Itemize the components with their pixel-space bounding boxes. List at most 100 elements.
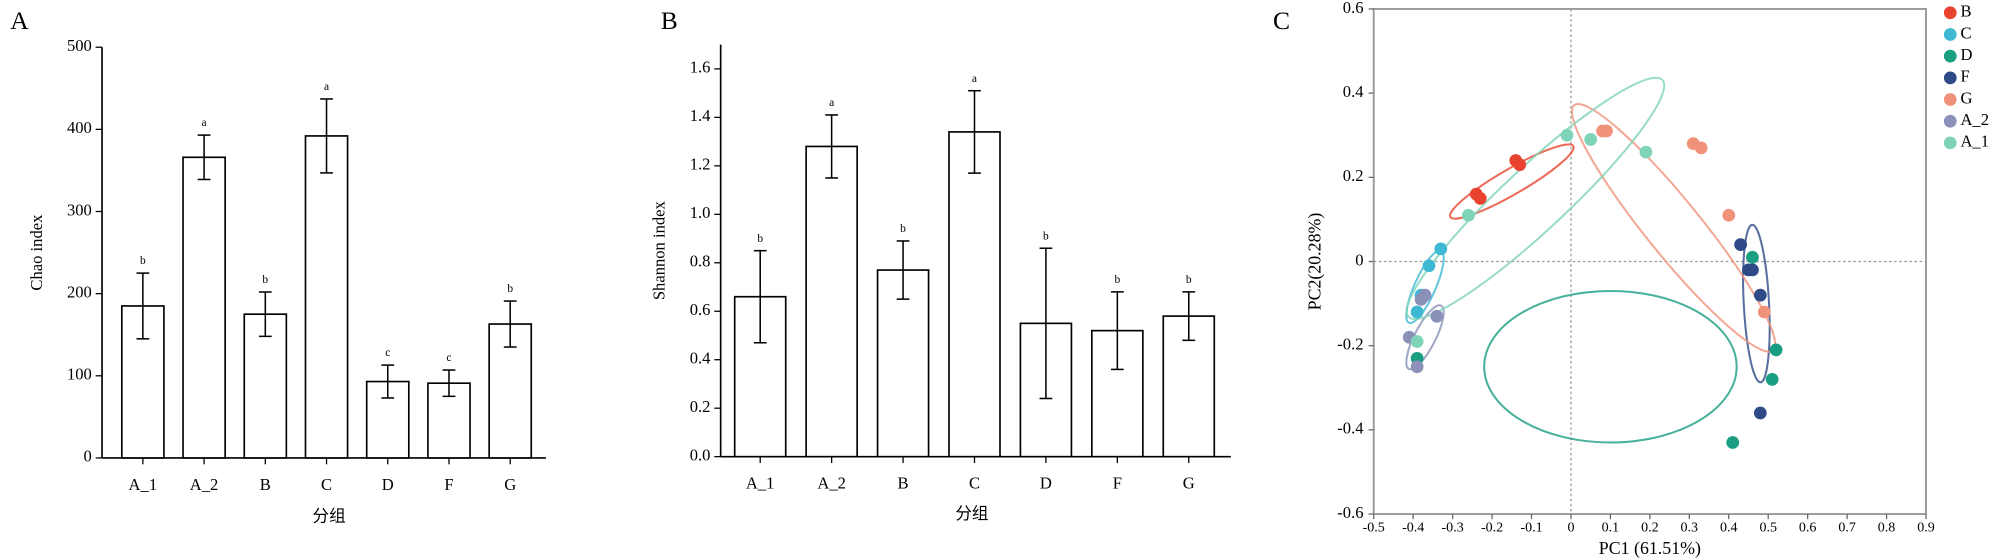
x-tick-label: 0.2 — [1641, 519, 1659, 535]
legend-label: D — [1960, 45, 1972, 64]
point — [1742, 263, 1755, 277]
significance-letter: a — [972, 73, 977, 85]
x-tick-label: F — [1113, 474, 1122, 493]
point — [1560, 128, 1574, 142]
legend-marker — [1943, 93, 1957, 106]
legend-marker — [1943, 71, 1957, 85]
legend-label: F — [1960, 67, 1969, 86]
x-tick-label: A_1 — [129, 475, 158, 494]
point — [1769, 343, 1783, 357]
y-tick-label: -0.2 — [1337, 335, 1363, 354]
x-axis-label: 分组 — [955, 504, 988, 523]
point — [1469, 187, 1483, 201]
significance-letter: b — [1114, 274, 1120, 286]
x-tick-label: -0.4 — [1402, 519, 1424, 535]
x-tick-label: 0.5 — [1759, 519, 1777, 535]
x-tick-label: F — [444, 475, 453, 494]
legend-marker — [1943, 114, 1957, 128]
legend-marker — [1943, 136, 1957, 150]
panel-label: A — [10, 6, 29, 35]
y-tick-label: 0.0 — [690, 445, 711, 464]
y-tick-label: 0.6 — [690, 300, 711, 319]
bar — [182, 156, 226, 459]
significance-letter: b — [757, 233, 763, 245]
legend-marker — [1943, 49, 1957, 63]
x-tick-label: A_2 — [817, 474, 846, 493]
x-tick-label: 0.6 — [1799, 519, 1817, 535]
x-tick-label: C — [969, 474, 980, 493]
point — [1757, 305, 1771, 319]
point — [1584, 133, 1598, 146]
legend-marker — [1943, 28, 1957, 41]
point — [1765, 372, 1779, 386]
y-axis-label: Shannon index — [650, 200, 669, 300]
x-tick-label: -0.3 — [1442, 519, 1464, 535]
y-tick-label: 400 — [67, 118, 92, 137]
legend-label: A_2 — [1960, 110, 1989, 129]
x-tick-label: 0.9 — [1917, 519, 1935, 535]
x-tick-label: A_2 — [190, 475, 219, 494]
point — [1596, 124, 1609, 138]
point — [1462, 208, 1475, 222]
point — [1434, 242, 1448, 256]
y-tick-label: 1.0 — [690, 203, 711, 222]
legend-label: C — [1960, 23, 1971, 42]
x-tick-label: -0.2 — [1481, 519, 1503, 535]
point — [1753, 288, 1767, 302]
bar — [805, 145, 858, 458]
y-tick-label: 0.4 — [690, 349, 711, 368]
x-tick-label: C — [321, 475, 332, 494]
point — [1513, 158, 1527, 172]
confidence-ellipse — [1483, 289, 1738, 444]
significance-letter: b — [1043, 230, 1049, 242]
x-tick-label: 0.1 — [1602, 519, 1620, 535]
point — [1746, 250, 1759, 264]
y-tick-label: 0 — [1355, 250, 1363, 269]
y-tick-label: 500 — [67, 36, 92, 55]
significance-letter: a — [829, 97, 834, 109]
x-tick-label: -0.1 — [1520, 519, 1542, 535]
y-tick-label: -0.6 — [1337, 503, 1363, 522]
y-tick-label: 0.2 — [1343, 166, 1364, 185]
y-tick-label: 1.2 — [690, 155, 711, 174]
x-axis-label: PC1 (61.51%) — [1599, 538, 1701, 559]
x-tick-label: G — [504, 475, 516, 494]
y-tick-label: 0.4 — [1343, 82, 1364, 101]
x-tick-label: D — [382, 475, 394, 494]
y-tick-label: 1.6 — [690, 58, 711, 77]
x-tick-label: 0.8 — [1878, 519, 1896, 535]
point — [1722, 208, 1736, 222]
confidence-ellipse — [1448, 143, 1575, 220]
significance-letter: c — [446, 352, 451, 364]
confidence-ellipse — [1742, 223, 1771, 384]
y-tick-label: 0.6 — [1343, 0, 1364, 17]
legend-label: G — [1960, 88, 1972, 107]
significance-letter: b — [900, 223, 906, 235]
x-tick-label: B — [260, 475, 271, 494]
y-axis-label: Chao index — [27, 214, 46, 291]
y-tick-label: 300 — [67, 200, 92, 219]
point — [1726, 436, 1740, 449]
x-tick-label: B — [898, 474, 909, 493]
significance-letter: b — [1186, 274, 1192, 286]
confidence-ellipse — [1405, 304, 1445, 371]
significance-letter: b — [262, 274, 268, 286]
significance-letter: c — [385, 347, 390, 359]
point — [1410, 335, 1424, 348]
significance-letter: a — [202, 117, 207, 129]
y-tick-label: 200 — [67, 282, 92, 301]
significance-letter: a — [324, 81, 329, 93]
point — [1753, 406, 1767, 420]
y-tick-label: -0.4 — [1337, 419, 1364, 438]
point — [1639, 145, 1653, 159]
x-tick-label: 0.4 — [1720, 519, 1738, 535]
confidence-ellipse — [1570, 102, 1777, 353]
x-axis-label: 分组 — [312, 507, 345, 526]
x-tick-label: G — [1183, 474, 1195, 493]
point — [1422, 259, 1436, 273]
x-tick-label: -0.5 — [1363, 519, 1385, 535]
x-tick-label: D — [1040, 474, 1052, 493]
x-tick-label: 0 — [1567, 519, 1574, 535]
x-tick-label: 0.3 — [1681, 519, 1699, 535]
